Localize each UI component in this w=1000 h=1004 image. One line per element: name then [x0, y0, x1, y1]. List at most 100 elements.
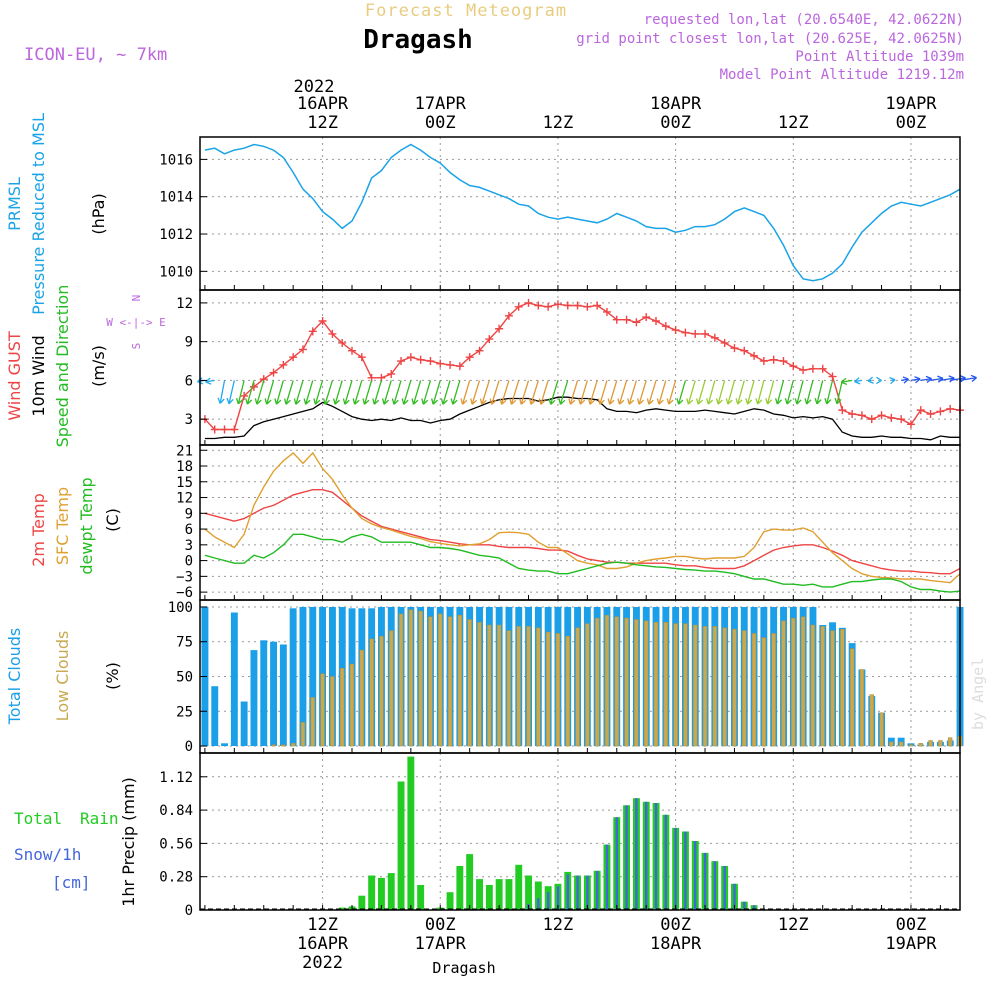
gust-marker — [897, 415, 906, 424]
total-cloud-bar — [250, 650, 258, 747]
low-cloud-bar — [545, 631, 551, 747]
credit-label: by Angel — [969, 658, 987, 730]
y-tick-label: 12 — [176, 296, 193, 312]
gust-marker — [279, 360, 288, 369]
wind-arrow — [275, 380, 284, 405]
y-tick-label: 21 — [176, 443, 193, 459]
snow-bar — [596, 870, 599, 911]
low-cloud-bar — [938, 740, 943, 747]
top-axis-label: 12Z — [307, 113, 338, 133]
wind-arrow — [826, 380, 834, 405]
rain-bar — [407, 756, 415, 910]
y-tick-label: 15 — [176, 475, 193, 491]
wind-arrow — [697, 380, 706, 405]
low-cloud-bar — [830, 630, 835, 747]
wind-arrow — [295, 380, 304, 405]
wind-arrow — [432, 380, 441, 405]
bottom-axis-label: 17APR — [415, 934, 467, 954]
rain-bar — [466, 854, 474, 910]
gust-marker — [524, 298, 533, 307]
wind-arrow — [920, 377, 932, 382]
bottom-axis-label: 12Z — [778, 915, 809, 935]
wind-arrow — [950, 377, 966, 382]
rain-bar — [525, 875, 532, 910]
gust-line — [204, 302, 961, 431]
gust-marker — [769, 355, 778, 364]
wind-arrow — [786, 380, 794, 405]
gust-marker — [759, 357, 768, 366]
snow-bar — [556, 886, 560, 910]
y-tick-label: 0.56 — [159, 836, 193, 852]
wind-arrowhead — [607, 398, 615, 405]
pressure-panel: 1010 1012 1014 1016 PRMSL Pressure Reduced to… — [5, 113, 961, 315]
y-tick-label: 0.84 — [159, 803, 193, 819]
wind-arrowhead — [587, 398, 595, 405]
low-cloud-bar — [722, 627, 727, 747]
wind-arrowhead — [421, 398, 429, 405]
gust-marker — [249, 382, 258, 391]
top-axis-label: 16APR — [297, 94, 349, 114]
low-cloud-bar — [624, 617, 629, 747]
temp-line-2 — [204, 533, 961, 593]
compass-n: N — [130, 295, 143, 302]
low-cloud-bar — [732, 628, 737, 747]
low-cloud-bar — [898, 741, 904, 747]
wind-arrowhead — [970, 374, 977, 383]
wind-arrowhead — [431, 398, 439, 405]
wind-arrowhead — [578, 398, 586, 405]
gust-marker — [652, 317, 660, 325]
wind-arrow — [628, 380, 638, 405]
wind-arrowhead — [854, 377, 861, 385]
low-cloud-bar — [310, 697, 315, 747]
snow-bar — [684, 831, 687, 910]
wind-arrowhead — [332, 398, 340, 405]
gust-marker — [779, 357, 788, 366]
wind-arrow — [403, 380, 412, 405]
y-tick-label: 0 — [185, 739, 193, 755]
gust-marker — [612, 315, 621, 324]
wind-arrow — [579, 380, 588, 405]
model-label: ICON-EU, ~ 7km — [24, 45, 167, 65]
wind-arrowhead — [889, 376, 896, 385]
rain-bar — [534, 881, 542, 910]
wind-arrow — [836, 380, 843, 404]
low-cloud-bar — [330, 676, 335, 747]
gust-marker — [808, 364, 817, 373]
y-tick-label: 1.12 — [159, 770, 193, 786]
wind-arrowhead — [902, 376, 909, 384]
temp-line-0 — [204, 489, 961, 575]
bottom-axis-label: 00Z — [896, 915, 927, 935]
low-cloud-bar — [457, 615, 463, 747]
y-tick-label: 100 — [168, 600, 193, 616]
gust-marker — [553, 300, 562, 309]
wind-arrowhead — [538, 398, 546, 405]
low-cloud-bar — [742, 630, 747, 747]
panel-frame — [199, 289, 961, 446]
wind-arrow — [442, 380, 451, 405]
wind-arrow — [228, 380, 235, 404]
wind-arrowhead — [460, 398, 468, 405]
low-cloud-bar — [467, 619, 472, 747]
low-cloud-bar — [290, 743, 296, 747]
total-cloud-bar — [279, 644, 287, 746]
low-cloud-bar — [438, 613, 443, 747]
rain-bar — [387, 873, 395, 910]
wind-arrowhead — [352, 398, 360, 405]
rain-bar — [446, 892, 454, 910]
gust-marker — [936, 407, 945, 416]
wind-arrowhead — [303, 398, 311, 405]
gust-marker — [720, 338, 729, 347]
wind-arrow — [746, 380, 755, 405]
wind-arrowhead — [840, 377, 848, 386]
wind-panel: 3 6 9 12 Wind GUST 10m Wind Speed and Directio… — [5, 285, 977, 447]
wind-arrowhead — [226, 397, 234, 405]
wind-arrowhead — [391, 398, 399, 405]
wind-arrowhead — [264, 398, 272, 405]
total-cloud-bar — [221, 743, 228, 747]
top-axis-label: 00Z — [896, 113, 927, 133]
requested-coords: requested lon,lat (20.6540E, 42.0622N) — [644, 12, 964, 28]
panel-frame — [199, 752, 961, 911]
rain-bar — [368, 875, 376, 910]
snow-bar — [625, 805, 628, 910]
wind-arrow — [344, 380, 353, 405]
